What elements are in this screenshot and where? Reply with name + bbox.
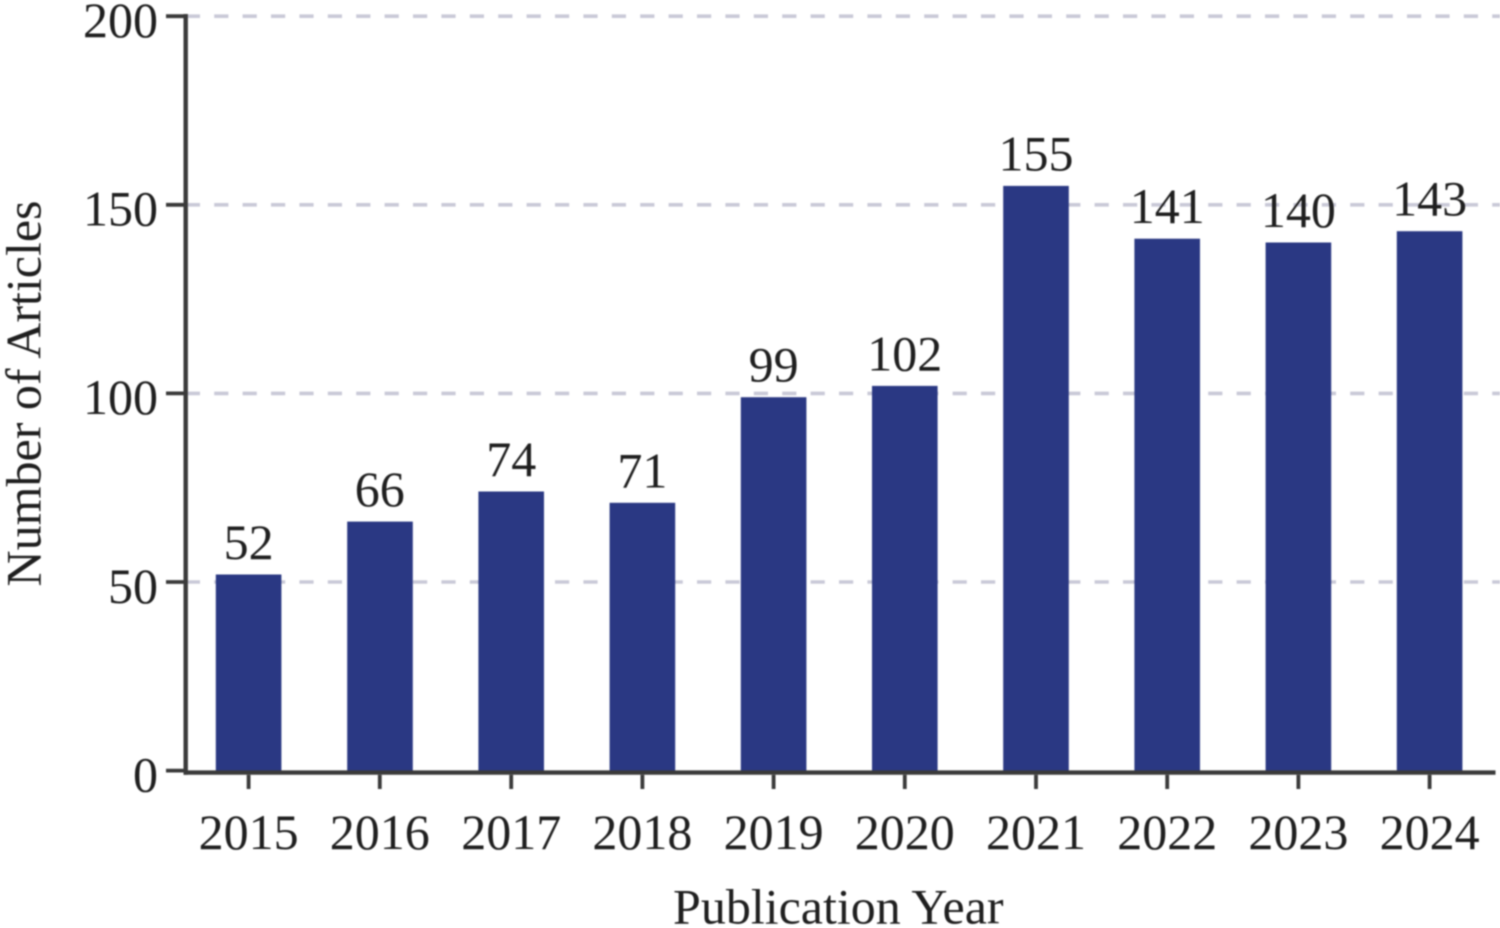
svg-text:0: 0 [133, 746, 158, 802]
svg-text:2022: 2022 [1117, 804, 1217, 860]
svg-text:140: 140 [1261, 182, 1336, 238]
svg-text:50: 50 [108, 558, 158, 614]
svg-text:150: 150 [83, 181, 158, 237]
svg-text:2024: 2024 [1380, 804, 1480, 860]
svg-text:2015: 2015 [199, 804, 299, 860]
svg-text:2023: 2023 [1248, 804, 1348, 860]
svg-text:141: 141 [1130, 178, 1205, 234]
svg-text:2017: 2017 [461, 804, 561, 860]
svg-text:66: 66 [355, 461, 405, 517]
svg-text:102: 102 [867, 325, 942, 381]
svg-text:2018: 2018 [592, 804, 692, 860]
svg-text:2019: 2019 [724, 804, 824, 860]
svg-text:Number of Articles: Number of Articles [0, 200, 51, 586]
svg-text:52: 52 [224, 514, 274, 570]
svg-text:2016: 2016 [330, 804, 430, 860]
svg-text:155: 155 [999, 125, 1074, 181]
svg-text:200: 200 [83, 0, 158, 48]
svg-text:Publication Year: Publication Year [673, 878, 1004, 928]
svg-text:2020: 2020 [855, 804, 955, 860]
svg-text:143: 143 [1392, 171, 1467, 227]
svg-text:2021: 2021 [986, 804, 1086, 860]
svg-text:99: 99 [749, 337, 799, 393]
svg-text:71: 71 [617, 442, 667, 498]
svg-text:100: 100 [83, 369, 158, 425]
svg-text:74: 74 [486, 431, 536, 487]
